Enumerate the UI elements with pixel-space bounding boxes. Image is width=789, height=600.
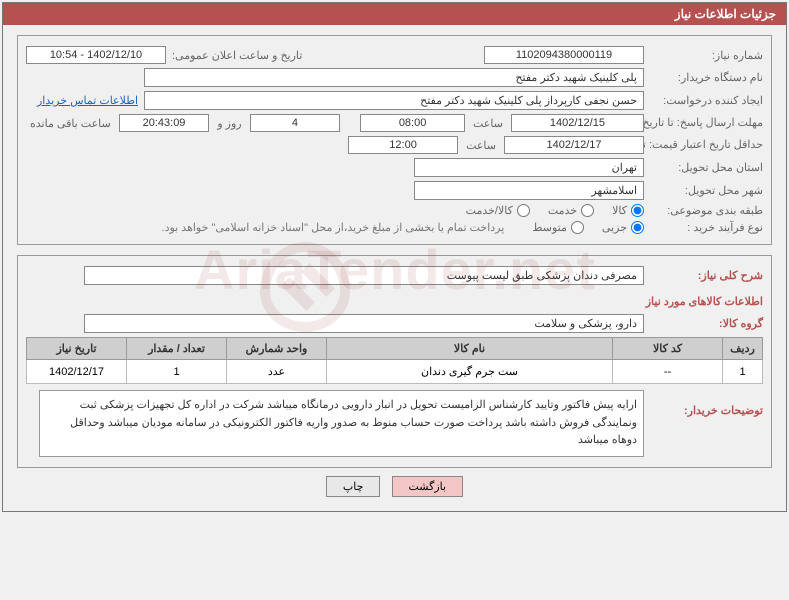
validity-time-label: ساعت bbox=[466, 139, 496, 152]
category-goods-option[interactable]: کالا bbox=[612, 204, 644, 217]
remain-days-label: روز و bbox=[217, 117, 241, 130]
buyer-notes-value: ارایه پیش فاکتور وتایید کارشناس الزامیست… bbox=[39, 390, 644, 457]
requester-label: ایجاد کننده درخواست: bbox=[648, 94, 763, 107]
process-partial-option[interactable]: جزیی bbox=[602, 221, 644, 234]
category-goods-text: کالا bbox=[612, 204, 627, 217]
category-service-text: خدمت bbox=[548, 204, 577, 217]
goods-subtitle: اطلاعات کالاهای مورد نیاز bbox=[26, 295, 763, 308]
category-goods-radio[interactable] bbox=[631, 204, 644, 217]
remain-label: ساعت باقی مانده bbox=[30, 117, 111, 130]
need-no-label: شماره نیاز: bbox=[648, 49, 763, 62]
process-note: پرداخت تمام یا بخشی از مبلغ خرید،از محل … bbox=[162, 221, 505, 234]
process-partial-text: جزیی bbox=[602, 221, 627, 234]
category-label: طبقه بندی موضوعی: bbox=[648, 204, 763, 217]
main-fields-box: شماره نیاز: 1102094380000119 تاریخ و ساع… bbox=[17, 35, 772, 245]
process-medium-text: متوسط bbox=[532, 221, 567, 234]
cell-row: 1 bbox=[723, 360, 763, 384]
need-no-value: 1102094380000119 bbox=[484, 46, 644, 64]
th-row: ردیف bbox=[723, 338, 763, 360]
validity-label: حداقل تاریخ اعتبار قیمت: تا تاریخ: bbox=[648, 138, 763, 152]
category-service-option[interactable]: خدمت bbox=[548, 204, 594, 217]
requester-value: حسن نجفی کارپرداز پلی کلینیک شهید دکتر م… bbox=[144, 91, 644, 110]
buyer-org-label: نام دستگاه خریدار: bbox=[648, 71, 763, 84]
buyer-contact-link[interactable]: اطلاعات تماس خریدار bbox=[37, 94, 138, 107]
province-label: استان محل تحویل: bbox=[648, 161, 763, 174]
process-medium-radio[interactable] bbox=[571, 221, 584, 234]
th-code: کد کالا bbox=[613, 338, 723, 360]
buyer-org-value: پلی کلینیک شهید دکتر مفتح bbox=[144, 68, 644, 87]
validity-time-value: 12:00 bbox=[348, 136, 458, 154]
province-value: تهران bbox=[414, 158, 644, 177]
th-unit: واحد شمارش bbox=[227, 338, 327, 360]
process-partial-radio[interactable] bbox=[631, 221, 644, 234]
category-both-text: کالا/خدمت bbox=[466, 204, 513, 217]
validity-date-value: 1402/12/17 bbox=[504, 136, 644, 154]
group-value: دارو، پزشکی و سلامت bbox=[84, 314, 644, 333]
remain-time-value: 20:43:09 bbox=[119, 114, 210, 132]
remain-days-value: 4 bbox=[250, 114, 341, 132]
city-label: شهر محل تحویل: bbox=[648, 184, 763, 197]
desc-title-label: شرح کلی نیاز: bbox=[648, 269, 763, 282]
items-table: ردیف کد کالا نام کالا واحد شمارش تعداد /… bbox=[26, 337, 763, 384]
th-name: نام کالا bbox=[327, 338, 613, 360]
deadline-time-label: ساعت bbox=[473, 117, 503, 130]
ann-datetime-label: تاریخ و ساعت اعلان عمومی: bbox=[172, 49, 302, 62]
cell-code: -- bbox=[613, 360, 723, 384]
category-service-radio[interactable] bbox=[581, 204, 594, 217]
need-desc-value: مصرفی دندان پزشکی طبق لیست پیوست bbox=[84, 266, 644, 285]
category-both-option[interactable]: کالا/خدمت bbox=[466, 204, 530, 217]
category-both-radio[interactable] bbox=[517, 204, 530, 217]
deadline-time-value: 08:00 bbox=[360, 114, 465, 132]
panel-body: شماره نیاز: 1102094380000119 تاریخ و ساع… bbox=[3, 25, 786, 511]
th-qty: تعداد / مقدار bbox=[127, 338, 227, 360]
group-label: گروه کالا: bbox=[648, 317, 763, 330]
process-label: نوع فرآیند خرید : bbox=[648, 221, 763, 234]
ann-datetime-value: 1402/12/10 - 10:54 bbox=[26, 46, 166, 64]
panel-title: جزئیات اطلاعات نیاز bbox=[3, 3, 786, 25]
deadline-label: مهلت ارسال پاسخ: تا تاریخ: bbox=[648, 116, 763, 130]
button-row: چاپ بازگشت bbox=[17, 468, 772, 501]
cell-qty: 1 bbox=[127, 360, 227, 384]
cell-date: 1402/12/17 bbox=[27, 360, 127, 384]
process-medium-option[interactable]: متوسط bbox=[532, 221, 584, 234]
details-panel: جزئیات اطلاعات نیاز شماره نیاز: 11020943… bbox=[2, 2, 787, 512]
city-value: اسلامشهر bbox=[414, 181, 644, 200]
cell-name: ست جرم گیری دندان bbox=[327, 360, 613, 384]
back-button[interactable]: بازگشت bbox=[392, 476, 464, 497]
description-box: شرح کلی نیاز: مصرفی دندان پزشکی طبق لیست… bbox=[17, 255, 772, 468]
buyer-notes-label: توضیحات خریدار: bbox=[648, 390, 763, 417]
cell-unit: عدد bbox=[227, 360, 327, 384]
print-button[interactable]: چاپ bbox=[326, 476, 381, 497]
th-date: تاریخ نیاز bbox=[27, 338, 127, 360]
deadline-date-value: 1402/12/15 bbox=[511, 114, 644, 132]
table-row: 1 -- ست جرم گیری دندان عدد 1 1402/12/17 bbox=[27, 360, 763, 384]
